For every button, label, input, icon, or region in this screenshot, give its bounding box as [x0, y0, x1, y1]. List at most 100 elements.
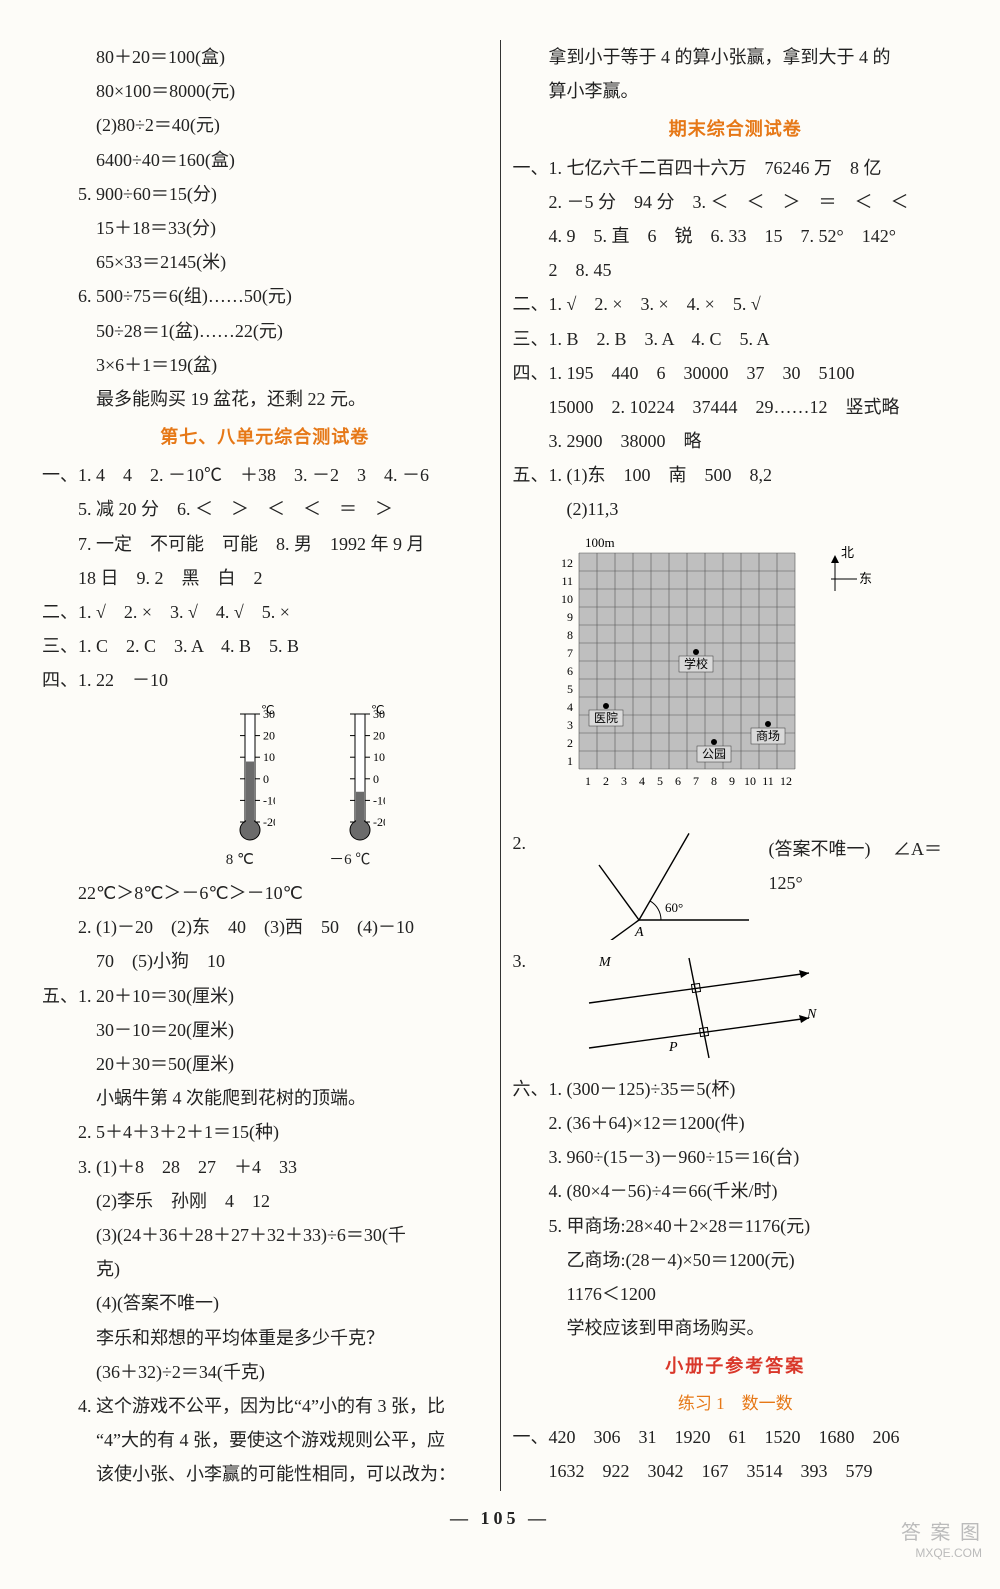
text: 15＋18＝33(分): [42, 211, 488, 245]
text: (4)(答案不唯一): [42, 1286, 488, 1320]
svg-text:9: 9: [567, 610, 573, 624]
text: 18 日 9. 2 黑 白 2: [42, 561, 488, 595]
grid-map: 112233445566778899101011111212100m北东医院学校…: [533, 531, 959, 822]
text: 50÷28＝1(盆)……22(元): [42, 314, 488, 348]
text: 2. －5 分 94 分 3. ＜ ＜ ＞ ＝ ＜ ＜: [513, 185, 959, 219]
text: 70 (5)小狗 10: [42, 944, 488, 978]
text: 20＋30＝50(厘米): [42, 1047, 488, 1081]
grid-map-svg: 112233445566778899101011111212100m北东医院学校…: [533, 531, 953, 811]
text: 该使小张、小李赢的可能性相同，可以改为：: [42, 1457, 488, 1491]
svg-text:东: 东: [859, 571, 872, 586]
svg-text:6: 6: [567, 664, 573, 678]
svg-text:100m: 100m: [585, 535, 615, 550]
svg-text:8: 8: [711, 774, 717, 788]
text: 3. (1)＋8 28 27 ＋4 33: [42, 1150, 488, 1184]
text: (答案不唯一): [769, 839, 871, 859]
text: 一、1. 4 4 2. －10℃ ＋38 3. －2 3 4. －6: [42, 458, 488, 492]
svg-text:8: 8: [567, 628, 573, 642]
svg-text:4: 4: [639, 774, 645, 788]
text: 最多能购买 19 盆花，还剩 22 元。: [42, 382, 488, 416]
text: 3. 960÷(15－3)－960÷15＝16(台): [513, 1140, 959, 1174]
svg-text:11: 11: [561, 574, 573, 588]
text: (2)11,3: [513, 492, 959, 526]
watermark-line: MXQE.COM: [901, 1546, 982, 1562]
text: 2. (36＋64)×12＝1200(件): [513, 1106, 959, 1140]
text: 3.: [513, 944, 549, 978]
text: 65×33＝2145(米): [42, 245, 488, 279]
svg-text:10: 10: [263, 750, 275, 764]
svg-text:12: 12: [780, 774, 792, 788]
svg-text:5: 5: [657, 774, 663, 788]
text: 一、420 306 31 1920 61 1520 1680 206: [513, 1420, 959, 1454]
text: 算小李赢。: [513, 74, 959, 108]
svg-text:4: 4: [567, 700, 573, 714]
svg-text:0: 0: [373, 771, 379, 785]
text: 3×6＋1＝19(盆): [42, 348, 488, 382]
angle-note: (答案不唯一) ∠A＝125°: [769, 826, 959, 900]
svg-text:P: P: [668, 1040, 678, 1055]
text: (2)80÷2＝40(元): [42, 108, 488, 142]
text: 李乐和郑想的平均体重是多少千克？: [42, 1321, 488, 1355]
angle-diagram: 60° A: [569, 830, 769, 940]
svg-text:℃: ℃: [371, 704, 384, 717]
svg-text:N: N: [806, 1007, 817, 1022]
text: 拿到小于等于 4 的算小张赢，拿到大于 4 的: [513, 40, 959, 74]
text: 4. 这个游戏不公平，因为比“4”小的有 3 张，比: [42, 1389, 488, 1423]
svg-text:学校: 学校: [683, 656, 707, 671]
svg-text:60°: 60°: [665, 900, 683, 915]
right-column: 拿到小于等于 4 的算小张赢，拿到大于 4 的 算小李赢。 期末综合测试卷 一、…: [501, 40, 971, 1491]
text: 1176＜1200: [513, 1277, 959, 1311]
text: 学校应该到甲商场购买。: [513, 1311, 959, 1345]
text: 四、1. 22 －10: [42, 663, 488, 697]
svg-text:7: 7: [567, 646, 573, 660]
text: 乙商场:(28－4)×50＝1200(元): [513, 1243, 959, 1277]
text: 三、1. B 2. B 3. A 4. C 5. A: [513, 322, 959, 356]
text: 30－10＝20(厘米): [42, 1013, 488, 1047]
text: 六、1. (300－125)÷35＝5(杯): [513, 1072, 959, 1106]
svg-text:M: M: [598, 955, 612, 970]
text: 克): [42, 1252, 488, 1286]
svg-text:0: 0: [263, 771, 269, 785]
text: “4”大的有 4 张，要使这个游戏规则公平，应: [42, 1423, 488, 1457]
thermometer-pair: -20-100102030℃ 8 ℃ -20-100102030℃ －6 ℃: [102, 704, 488, 875]
angle-row: 2. 60° A (答案不唯一) ∠A＝125°: [513, 826, 959, 944]
section-heading: 期末综合测试卷: [513, 112, 959, 146]
left-column: 80＋20＝100(盒) 80×100＝8000(元) (2)80÷2＝40(元…: [30, 40, 501, 1491]
svg-text:1: 1: [585, 774, 591, 788]
svg-text:医院: 医院: [593, 711, 617, 725]
text: 三、1. C 2. C 3. A 4. B 5. B: [42, 629, 488, 663]
svg-text:9: 9: [729, 774, 735, 788]
thermometer-label: －6 ℃: [329, 846, 370, 875]
svg-text:-10: -10: [263, 793, 275, 807]
svg-text:-20: -20: [263, 815, 275, 829]
text: 2. (1)－20 (2)东 40 (3)西 50 (4)－10: [42, 910, 488, 944]
text: 4. 9 5. 直 6 锐 6. 33 15 7. 52° 142°: [513, 219, 959, 253]
svg-text:北: 北: [841, 545, 854, 560]
text: 3. 2900 38000 略: [513, 424, 959, 458]
svg-text:公园: 公园: [701, 747, 725, 761]
text: 二、1. √ 2. × 3. √ 4. √ 5. ×: [42, 595, 488, 629]
text: 6400÷40＝160(盒): [42, 143, 488, 177]
text: 1632 922 3042 167 3514 393 579: [513, 1454, 959, 1488]
thermometer-svg: -20-100102030℃: [315, 704, 385, 844]
text: 四、1. 195 440 6 30000 37 30 5100: [513, 356, 959, 390]
svg-text:20: 20: [263, 728, 275, 742]
svg-text:-10: -10: [373, 793, 385, 807]
mnp-row: 3. M N P: [513, 944, 959, 1072]
text: 22℃＞8℃＞－6℃＞－10℃: [42, 876, 488, 910]
section-subheading: 练习 1 数一数: [513, 1388, 959, 1420]
svg-text:10: 10: [744, 774, 756, 788]
svg-text:2: 2: [603, 774, 609, 788]
watermark: 答 案 图 MXQE.COM: [901, 1520, 982, 1562]
text: 2.: [513, 826, 549, 860]
text: 5. 减 20 分 6. ＜ ＞ ＜ ＜ ＝ ＞: [42, 492, 488, 526]
text: 80＋20＝100(盒): [42, 40, 488, 74]
text: 2. 5＋4＋3＋2＋1＝15(种): [42, 1115, 488, 1149]
watermark-line: 答 案 图: [901, 1520, 982, 1546]
svg-text:2: 2: [567, 736, 573, 750]
svg-text:12: 12: [561, 556, 573, 570]
svg-text:7: 7: [693, 774, 699, 788]
svg-text:A: A: [634, 925, 644, 940]
section-heading: 第七、八单元综合测试卷: [42, 420, 488, 454]
svg-text:-20: -20: [373, 815, 385, 829]
